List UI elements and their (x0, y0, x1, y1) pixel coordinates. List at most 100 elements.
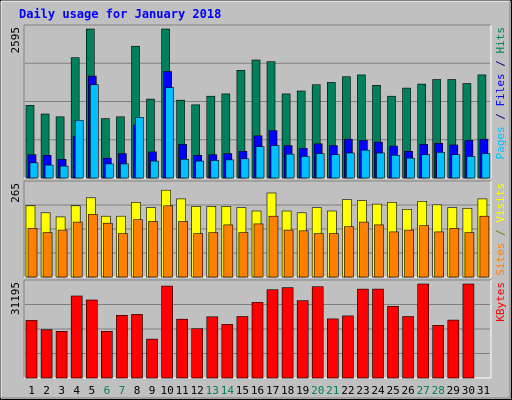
bar-sites-day-1 (27, 228, 38, 278)
bar-kbytes-day-5 (86, 299, 98, 379)
panel-max-label: 265 (9, 183, 22, 203)
bar-kbytes-day-2 (40, 329, 53, 379)
bar-sites-day-31 (479, 215, 490, 278)
bar-pages-day-6 (105, 163, 114, 179)
bar-sites-day-4 (72, 221, 83, 278)
bar-kbytes-day-6 (101, 330, 113, 379)
bar-sites-day-21 (328, 233, 339, 278)
tick-label-day-14: 14 (221, 384, 235, 397)
bar-pages-day-13 (210, 160, 220, 179)
bar-kbytes-day-30 (462, 283, 475, 379)
bar-kbytes-day-19 (296, 300, 309, 379)
bar-pages-day-11 (180, 159, 189, 179)
bar-pages-day-14 (225, 159, 235, 179)
bar-sites-day-23 (359, 221, 369, 278)
bar-pages-day-9 (150, 160, 159, 179)
bar-kbytes-day-15 (236, 316, 249, 379)
panel-side-legend: KBytes (494, 282, 507, 322)
bars (25, 189, 490, 278)
bar-sites-day-5 (88, 214, 98, 278)
legend-entry: Sites (494, 243, 507, 276)
bar-pages-day-8 (135, 117, 144, 179)
bar-sites-day-20 (313, 233, 324, 278)
bar-sites-day-14 (223, 224, 234, 278)
legend-entry: Files (494, 73, 507, 106)
bar-pages-day-5 (90, 84, 99, 179)
bar-kbytes-day-24 (372, 288, 384, 379)
bar-pages-day-31 (481, 153, 491, 179)
bar-sites-day-16 (253, 223, 264, 278)
tick-label-day-20: 20 (311, 384, 324, 397)
bar-pages-day-15 (240, 158, 250, 179)
legend-entry: / (494, 223, 507, 243)
bar-pages-day-3 (59, 165, 69, 179)
bar-kbytes-day-8 (131, 314, 143, 379)
bar-sites-day-25 (389, 231, 399, 278)
tick-label-day-24: 24 (371, 384, 385, 397)
bar-sites-day-18 (283, 229, 294, 278)
bars (25, 28, 491, 179)
bar-kbytes-day-21 (326, 318, 339, 379)
bar-sites-day-29 (449, 228, 460, 278)
bar-kbytes-day-20 (311, 286, 324, 379)
bar-pages-day-23 (361, 149, 370, 179)
bar-sites-day-19 (298, 230, 309, 278)
chart-title: Daily usage for January 2018 (19, 7, 221, 21)
bar-sites-day-9 (148, 221, 158, 278)
tick-label-day-1: 1 (28, 384, 35, 397)
tick-label-day-26: 26 (401, 384, 414, 397)
bar-kbytes-day-1 (25, 320, 38, 379)
bar-kbytes-day-7 (116, 314, 128, 379)
tick-label-day-23: 23 (356, 384, 369, 397)
bar-kbytes-day-26 (402, 316, 414, 379)
bar-kbytes-day-13 (206, 316, 219, 379)
tick-label-day-4: 4 (73, 384, 80, 397)
bar-pages-day-12 (195, 160, 204, 179)
bar-pages-day-16 (255, 146, 265, 179)
panel-max-label: 31195 (9, 282, 22, 315)
bar-kbytes-day-14 (221, 324, 234, 379)
bar-kbytes-day-25 (387, 305, 399, 379)
bar-kbytes-day-11 (176, 318, 188, 379)
bar-pages-day-21 (330, 154, 340, 179)
bar-sites-day-12 (193, 233, 203, 278)
bar-pages-day-30 (466, 156, 476, 179)
tick-label-day-25: 25 (386, 384, 399, 397)
tick-label-day-21: 21 (326, 384, 339, 397)
tick-label-day-19: 19 (296, 384, 309, 397)
bar-kbytes-day-4 (70, 295, 83, 379)
bar-kbytes-day-28 (432, 324, 445, 379)
bar-kbytes-day-9 (146, 338, 158, 379)
bar-sites-day-28 (434, 231, 445, 278)
day-tick-labels: 1 2 3 4 5 6 7 8 9 10 11 12 13 14 15 16 17 18 19 20 21 22 23 24 2… (28, 384, 490, 397)
bar-pages-day-10 (165, 87, 174, 179)
bar-kbytes-day-29 (447, 319, 460, 379)
bar-sites-day-8 (133, 219, 143, 278)
bar-sites-day-17 (268, 215, 279, 278)
legend-entry: / (494, 107, 507, 127)
tick-label-day-13: 13 (206, 384, 219, 397)
bar-sites-day-6 (103, 222, 113, 278)
bar-sites-day-24 (374, 224, 384, 278)
bar-sites-day-7 (118, 233, 128, 278)
panel-hits-files-pages: 2595 Pages / Files / Hits (9, 24, 507, 179)
legend-entry: Visits (494, 183, 507, 223)
tick-label-day-12: 12 (191, 384, 204, 397)
bar-kbytes-day-17 (266, 289, 279, 379)
tick-label-day-7: 7 (119, 384, 126, 397)
bar-kbytes-day-23 (357, 288, 369, 379)
bar-kbytes-day-16 (251, 302, 264, 379)
bar-pages-day-26 (406, 157, 415, 179)
tick-label-day-3: 3 (58, 384, 65, 397)
tick-label-day-29: 29 (447, 384, 460, 397)
bar-sites-day-27 (419, 225, 430, 278)
tick-label-day-30: 30 (462, 384, 475, 397)
bar-sites-day-3 (57, 229, 68, 278)
tick-label-day-16: 16 (251, 384, 264, 397)
bar-sites-day-26 (404, 229, 414, 278)
tick-label-day-15: 15 (236, 384, 249, 397)
bar-pages-day-22 (346, 152, 355, 179)
bar-pages-day-7 (120, 163, 129, 179)
legend-entry: Pages (494, 126, 507, 159)
